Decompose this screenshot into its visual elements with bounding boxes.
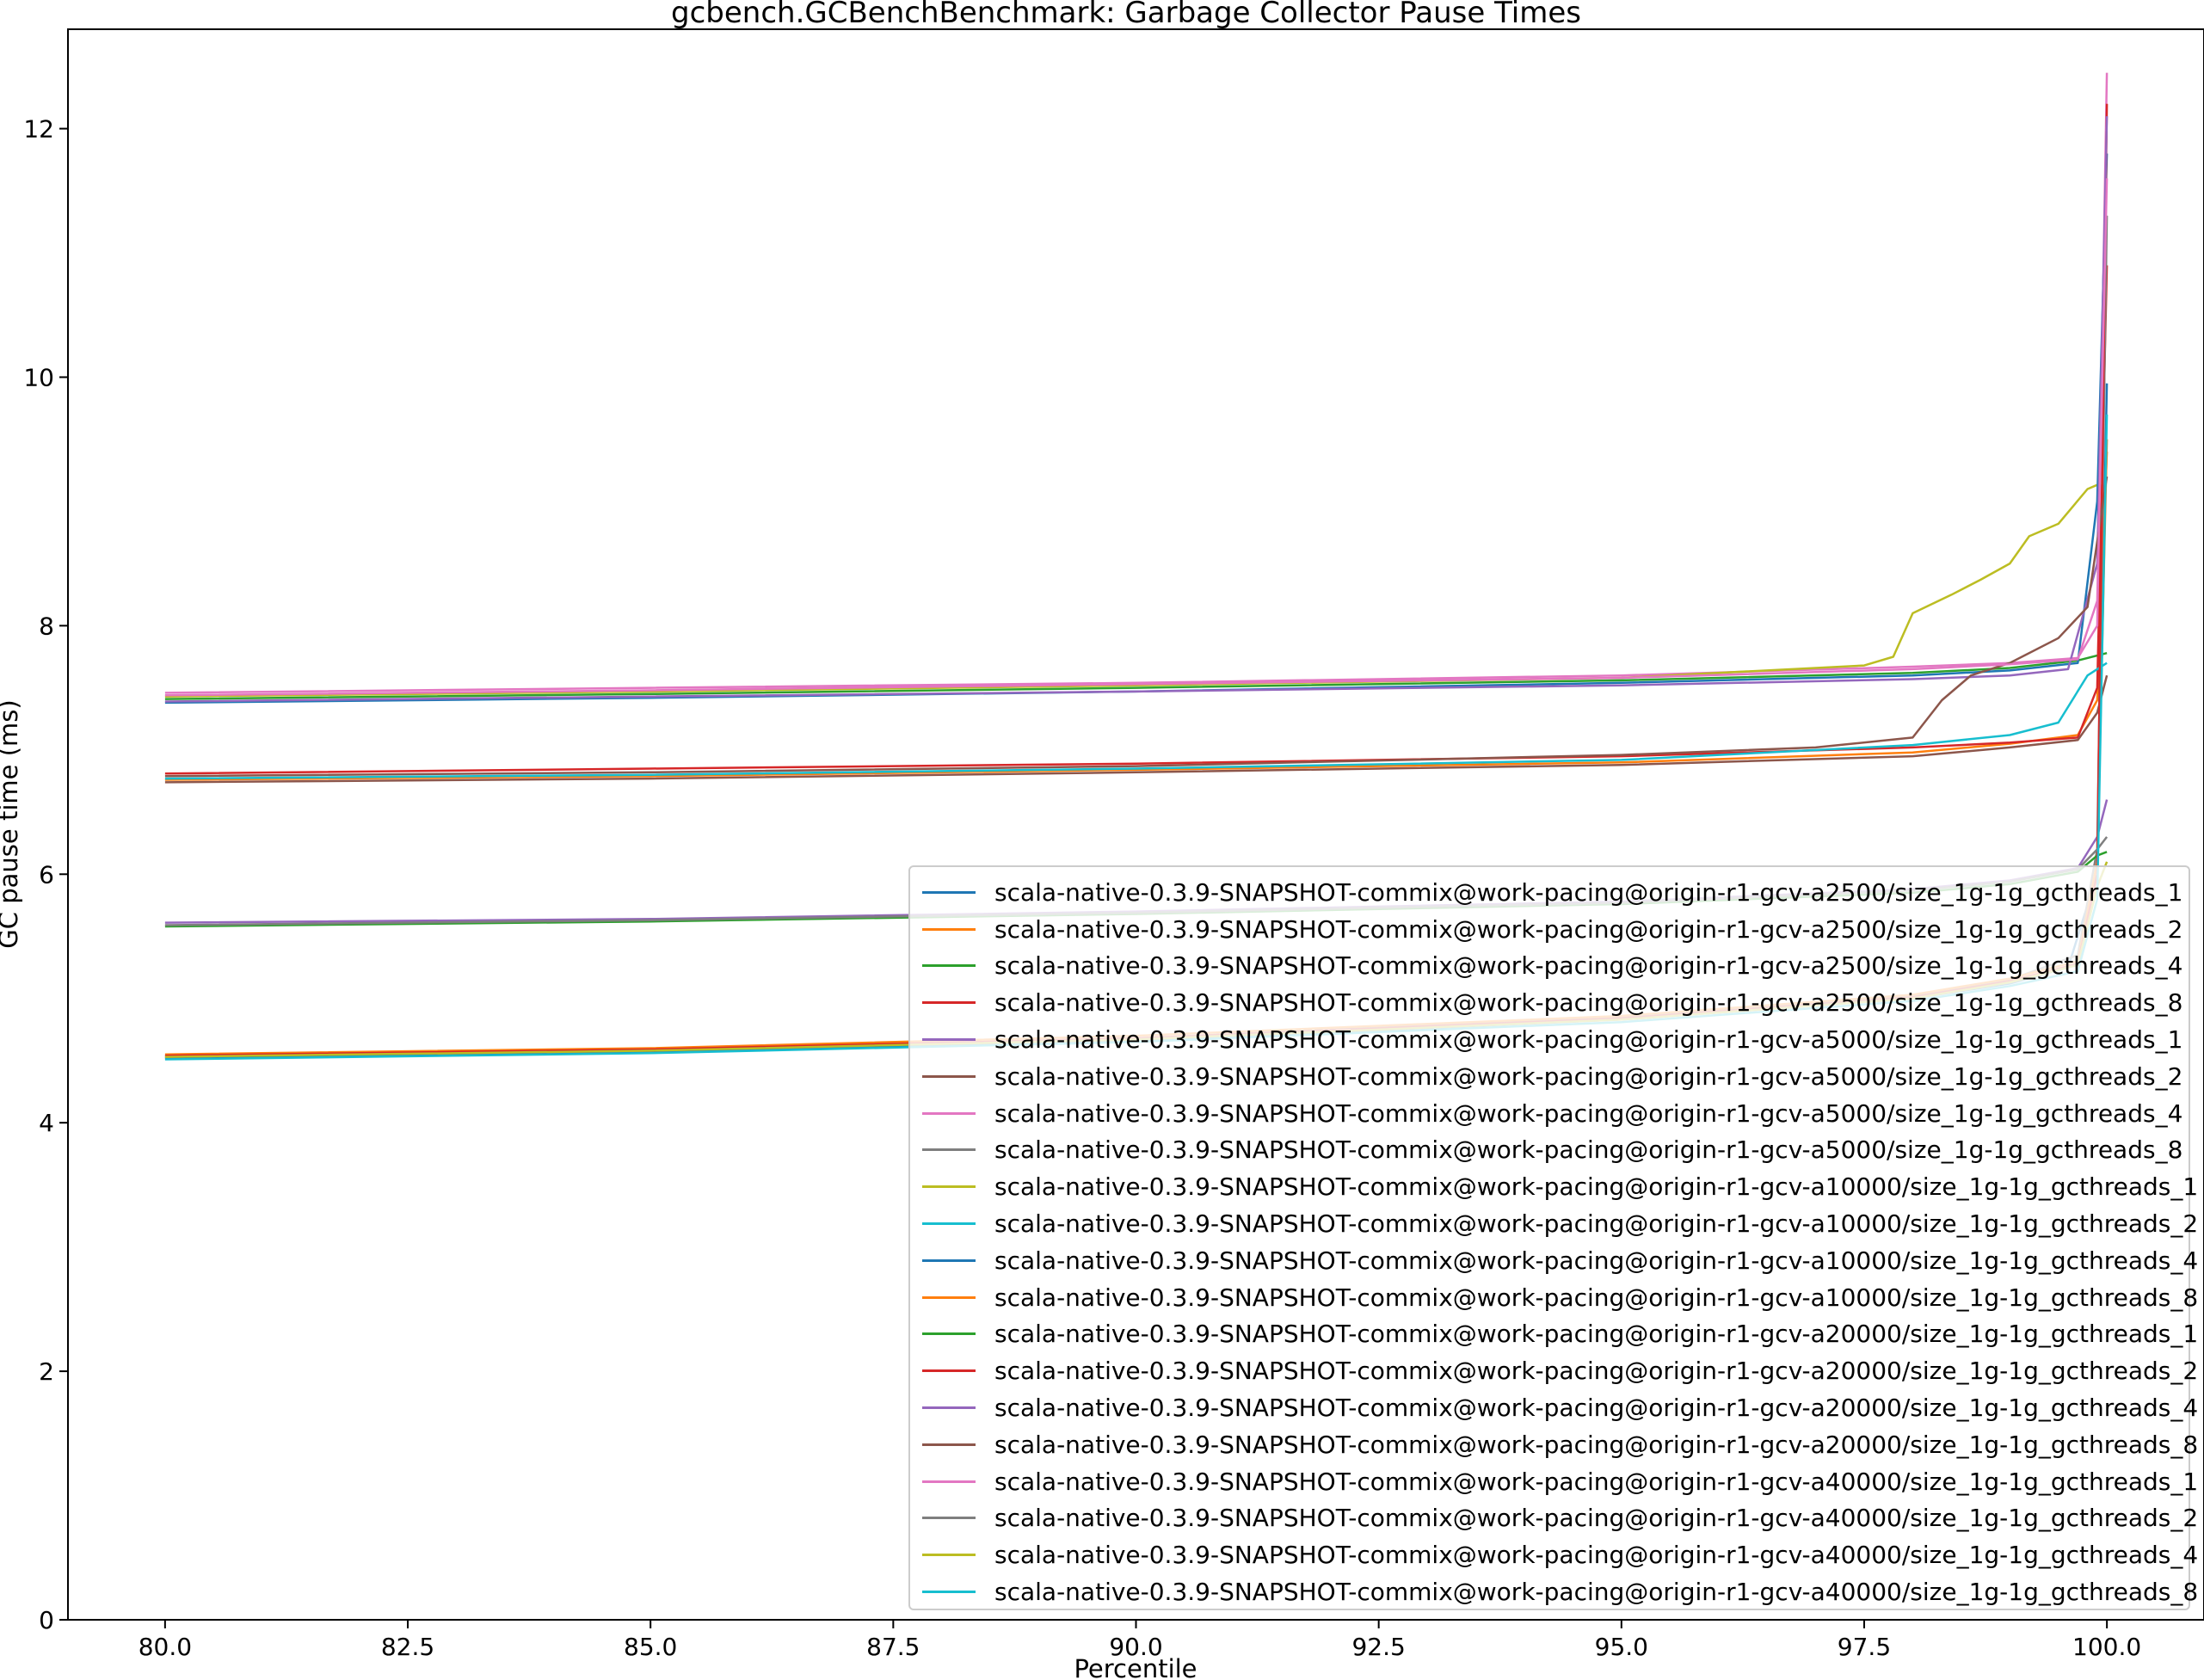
legend-label: scala-native-0.3.9-SNAPSHOT-commix@work-… bbox=[994, 1283, 2199, 1312]
legend-label: scala-native-0.3.9-SNAPSHOT-commix@work-… bbox=[994, 1062, 2183, 1091]
chart-title: gcbench.GCBenchBenchmark: Garbage Collec… bbox=[671, 0, 1581, 30]
x-tick-label: 87.5 bbox=[866, 1633, 920, 1661]
legend-item: scala-native-0.3.9-SNAPSHOT-commix@work-… bbox=[910, 1058, 2189, 1095]
legend-label: scala-native-0.3.9-SNAPSHOT-commix@work-… bbox=[994, 1246, 2199, 1275]
series-line-7 bbox=[164, 72, 2109, 694]
series-line-3 bbox=[164, 651, 2108, 700]
x-axis-label: Percentile bbox=[1074, 1654, 1197, 1680]
legend-swatch bbox=[922, 1332, 976, 1336]
legend-swatch bbox=[922, 1517, 976, 1520]
x-tick-label: 92.5 bbox=[1351, 1633, 1405, 1661]
series-line-10 bbox=[164, 662, 2108, 780]
legend-label: scala-native-0.3.9-SNAPSHOT-commix@work-… bbox=[994, 1209, 2199, 1239]
legend-item: scala-native-0.3.9-SNAPSHOT-commix@work-… bbox=[910, 911, 2189, 948]
legend-label: scala-native-0.3.9-SNAPSHOT-commix@work-… bbox=[994, 1098, 2183, 1128]
legend-item: scala-native-0.3.9-SNAPSHOT-commix@work-… bbox=[910, 1242, 2198, 1279]
legend-item: scala-native-0.3.9-SNAPSHOT-commix@work-… bbox=[910, 1500, 2198, 1537]
series-line-11 bbox=[164, 153, 2109, 705]
legend-item: scala-native-0.3.9-SNAPSHOT-commix@work-… bbox=[910, 1205, 2198, 1242]
y-axis-label: GC pause time (ms) bbox=[0, 699, 23, 948]
legend-item: scala-native-0.3.9-SNAPSHOT-commix@work-… bbox=[910, 1279, 2198, 1316]
legend-swatch bbox=[922, 890, 976, 894]
y-tick-label: 8 bbox=[39, 612, 54, 640]
legend-item: scala-native-0.3.9-SNAPSHOT-commix@work-… bbox=[910, 1352, 2198, 1389]
y-tick-label: 0 bbox=[39, 1606, 54, 1634]
x-tick-label: 95.0 bbox=[1595, 1633, 1648, 1661]
legend-item: scala-native-0.3.9-SNAPSHOT-commix@work-… bbox=[910, 1316, 2198, 1353]
legend-swatch bbox=[922, 1148, 976, 1152]
series-line-9 bbox=[164, 482, 2102, 698]
series-line-17 bbox=[164, 178, 2109, 697]
legend-item: scala-native-0.3.9-SNAPSHOT-commix@work-… bbox=[910, 874, 2189, 911]
x-tick-label: 85.0 bbox=[624, 1633, 677, 1661]
legend-label: scala-native-0.3.9-SNAPSHOT-commix@work-… bbox=[994, 951, 2183, 981]
legend-swatch bbox=[922, 1001, 976, 1005]
legend-swatch bbox=[922, 1038, 976, 1042]
x-tick-label: 97.5 bbox=[1838, 1633, 1891, 1661]
legend-item: scala-native-0.3.9-SNAPSHOT-commix@work-… bbox=[910, 1095, 2189, 1132]
legend-item: scala-native-0.3.9-SNAPSHOT-commix@work-… bbox=[910, 1463, 2198, 1500]
legend-swatch bbox=[922, 1185, 976, 1189]
legend-label: scala-native-0.3.9-SNAPSHOT-commix@work-… bbox=[994, 1357, 2199, 1386]
legend-label: scala-native-0.3.9-SNAPSHOT-commix@work-… bbox=[994, 1578, 2199, 1607]
y-tick-label: 12 bbox=[23, 115, 54, 144]
x-tick-label: 100.0 bbox=[2072, 1633, 2141, 1661]
legend-swatch bbox=[922, 1443, 976, 1446]
legend-item: scala-native-0.3.9-SNAPSHOT-commix@work-… bbox=[910, 1389, 2198, 1426]
legend-label: scala-native-0.3.9-SNAPSHOT-commix@work-… bbox=[994, 988, 2183, 1018]
legend-swatch bbox=[922, 1111, 976, 1115]
y-tick-label: 4 bbox=[39, 1109, 54, 1137]
legend-swatch bbox=[922, 1074, 976, 1078]
legend-swatch bbox=[922, 1369, 976, 1373]
chart-legend: scala-native-0.3.9-SNAPSHOT-commix@work-… bbox=[908, 865, 2198, 1610]
legend-label: scala-native-0.3.9-SNAPSHOT-commix@work-… bbox=[994, 1467, 2199, 1496]
series-line-15 bbox=[164, 116, 2109, 703]
legend-label: scala-native-0.3.9-SNAPSHOT-commix@work-… bbox=[994, 877, 2183, 907]
y-tick-label: 6 bbox=[39, 860, 54, 889]
legend-swatch bbox=[922, 1554, 976, 1557]
legend-swatch bbox=[922, 1480, 976, 1483]
y-tick-label: 10 bbox=[23, 363, 54, 391]
legend-label: scala-native-0.3.9-SNAPSHOT-commix@work-… bbox=[994, 914, 2183, 944]
x-tick-label: 90.0 bbox=[1109, 1633, 1162, 1661]
legend-swatch bbox=[922, 1591, 976, 1594]
series-line-2 bbox=[164, 452, 2109, 781]
legend-item: scala-native-0.3.9-SNAPSHOT-commix@work-… bbox=[910, 1168, 2198, 1205]
legend-label: scala-native-0.3.9-SNAPSHOT-commix@work-… bbox=[994, 1172, 2199, 1202]
x-tick-label: 80.0 bbox=[139, 1633, 192, 1661]
legend-swatch bbox=[922, 927, 976, 931]
legend-swatch bbox=[922, 1222, 976, 1226]
legend-label: scala-native-0.3.9-SNAPSHOT-commix@work-… bbox=[994, 1541, 2199, 1570]
legend-swatch bbox=[922, 964, 976, 968]
y-tick-label: 2 bbox=[39, 1357, 54, 1386]
series-line-4 bbox=[164, 265, 2109, 775]
x-axis: 80.0 82.5 85.0 87.5 90.0 92.5 95.0 97.5 100.0 bbox=[139, 1620, 2141, 1661]
legend-item: scala-native-0.3.9-SNAPSHOT-commix@work-… bbox=[910, 1132, 2189, 1169]
legend-label: scala-native-0.3.9-SNAPSHOT-commix@work-… bbox=[994, 1394, 2199, 1423]
legend-swatch bbox=[922, 1295, 976, 1299]
legend-item: scala-native-0.3.9-SNAPSHOT-commix@work-… bbox=[910, 1536, 2198, 1573]
legend-label: scala-native-0.3.9-SNAPSHOT-commix@work-… bbox=[994, 1320, 2199, 1349]
legend-item: scala-native-0.3.9-SNAPSHOT-commix@work-… bbox=[910, 1021, 2189, 1058]
y-axis: 0 2 4 6 8 10 12 bbox=[23, 115, 68, 1634]
legend-item: scala-native-0.3.9-SNAPSHOT-commix@work-… bbox=[910, 1573, 2198, 1610]
series-line-16 bbox=[164, 476, 2109, 778]
x-tick-label: 82.5 bbox=[381, 1633, 434, 1661]
legend-label: scala-native-0.3.9-SNAPSHOT-commix@work-… bbox=[994, 1025, 2183, 1055]
legend-swatch bbox=[922, 1258, 976, 1262]
legend-swatch bbox=[922, 1406, 976, 1410]
legend-item: scala-native-0.3.9-SNAPSHOT-commix@work-… bbox=[910, 1426, 2198, 1463]
legend-label: scala-native-0.3.9-SNAPSHOT-commix@work-… bbox=[994, 1430, 2199, 1459]
legend-item: scala-native-0.3.9-SNAPSHOT-commix@work-… bbox=[910, 948, 2189, 985]
legend-label: scala-native-0.3.9-SNAPSHOT-commix@work-… bbox=[994, 1135, 2183, 1165]
legend-label: scala-native-0.3.9-SNAPSHOT-commix@work-… bbox=[994, 1504, 2199, 1533]
legend-item: scala-native-0.3.9-SNAPSHOT-commix@work-… bbox=[910, 984, 2189, 1021]
series-line-6 bbox=[164, 674, 2109, 784]
